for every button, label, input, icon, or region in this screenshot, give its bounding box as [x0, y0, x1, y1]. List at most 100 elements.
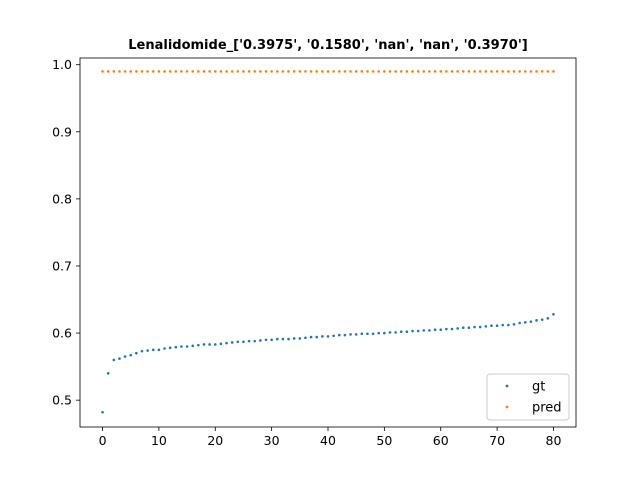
- gt-point: [185, 345, 189, 348]
- pred-point: [490, 70, 493, 73]
- gt-point: [247, 339, 251, 343]
- gt-point: [523, 321, 527, 324]
- gt-point: [253, 339, 257, 343]
- gt-point: [366, 332, 369, 336]
- gt-point: [270, 338, 273, 342]
- x-tick-label: 10: [151, 433, 167, 448]
- pred-point: [247, 70, 251, 73]
- gt-point: [151, 348, 155, 352]
- gt-point: [416, 329, 420, 333]
- pred-point: [112, 70, 116, 73]
- pred-point: [118, 70, 121, 73]
- pred-point: [185, 70, 189, 73]
- pred-point: [450, 70, 454, 73]
- gt-point: [473, 325, 476, 329]
- gt-point: [106, 372, 110, 375]
- pred-point: [428, 70, 431, 73]
- gt-point: [321, 335, 324, 338]
- gt-point: [292, 337, 296, 340]
- pred-point: [546, 70, 550, 73]
- gt-point: [371, 332, 375, 336]
- pred-point: [343, 70, 347, 73]
- gt-point: [490, 324, 493, 327]
- pred-point: [349, 70, 352, 73]
- gt-point: [225, 341, 228, 345]
- gt-point: [529, 320, 533, 323]
- gt-point: [129, 353, 133, 357]
- pred-point: [535, 70, 538, 73]
- gt-point: [433, 328, 437, 332]
- legend-label-gt: gt: [532, 380, 545, 395]
- pred-point: [507, 70, 510, 73]
- pred-point: [552, 70, 555, 73]
- legend-marker-pred: [505, 405, 509, 409]
- pred-point: [174, 70, 178, 73]
- pred-point: [495, 70, 499, 73]
- pred-point: [467, 70, 471, 73]
- gt-point: [332, 334, 335, 338]
- pred-point: [253, 70, 257, 73]
- gt-point: [213, 343, 217, 346]
- gt-point: [298, 337, 302, 340]
- pred-point: [529, 70, 533, 73]
- pred-point: [388, 70, 392, 73]
- gt-point: [242, 340, 245, 344]
- pred-point: [405, 70, 409, 73]
- gt-point: [377, 331, 381, 335]
- gt-point: [501, 323, 505, 327]
- gt-point: [315, 335, 319, 339]
- pred-point: [292, 70, 296, 73]
- y-tick-label: 0.7: [52, 258, 72, 273]
- pred-point: [281, 70, 285, 73]
- gt-point: [343, 333, 347, 337]
- pred-point: [332, 70, 335, 73]
- pred-point: [377, 70, 381, 73]
- gt-point: [112, 358, 116, 362]
- pred-point: [366, 70, 369, 73]
- pred-point: [101, 70, 104, 73]
- pred-point: [383, 70, 386, 73]
- pred-point: [326, 70, 330, 73]
- gt-point: [540, 318, 544, 321]
- gt-point: [450, 327, 454, 331]
- gt-point: [445, 327, 448, 331]
- gt-point: [399, 330, 403, 334]
- gt-point: [394, 331, 397, 334]
- legend-marker-gt: [505, 384, 509, 388]
- pred-point: [473, 70, 476, 73]
- pred-point: [242, 70, 245, 73]
- y-tick-label: 0.6: [52, 326, 72, 341]
- pred-point: [456, 70, 459, 73]
- gt-point: [439, 328, 443, 332]
- gt-point: [388, 331, 392, 334]
- pred-point: [445, 70, 448, 73]
- pred-point: [315, 70, 319, 73]
- gt-point: [197, 343, 200, 347]
- pred-point: [399, 70, 403, 73]
- pred-point: [484, 70, 488, 73]
- gt-point: [467, 326, 471, 330]
- pred-point: [298, 70, 302, 73]
- gt-point: [101, 410, 104, 414]
- gt-point: [281, 337, 285, 341]
- gt-point: [304, 336, 307, 340]
- gt-point: [236, 340, 240, 344]
- pred-point: [230, 70, 234, 73]
- gt-point: [349, 333, 352, 336]
- gt-point: [157, 348, 161, 352]
- gt-point: [174, 345, 178, 349]
- pred-point: [236, 70, 240, 73]
- series-pred: [101, 70, 555, 73]
- pred-point: [270, 70, 273, 73]
- gt-point: [507, 323, 510, 327]
- gt-point: [484, 325, 488, 328]
- gt-point: [456, 327, 459, 330]
- pred-point: [321, 70, 324, 73]
- y-tick-label: 0.9: [52, 124, 72, 139]
- pred-point: [157, 70, 161, 73]
- plot-area: [79, 57, 577, 428]
- pred-point: [394, 70, 397, 73]
- pred-point: [518, 70, 521, 73]
- pred-point: [540, 70, 544, 73]
